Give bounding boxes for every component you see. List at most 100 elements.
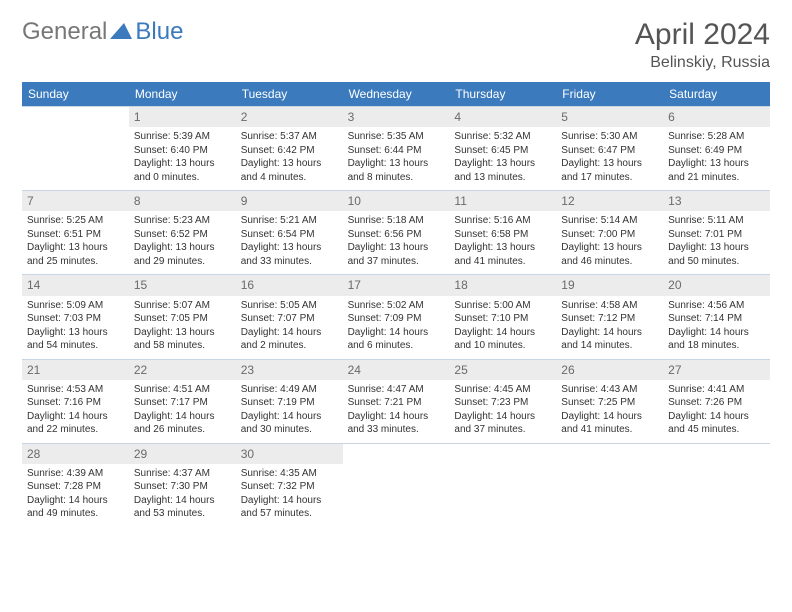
daylight-text: Daylight: 13 hours [561,157,658,171]
sunrise-text: Sunrise: 5:00 AM [454,299,551,313]
daylight-text: Daylight: 13 hours [27,241,124,255]
sunset-text: Sunset: 7:09 PM [348,312,445,326]
sunset-text: Sunset: 7:26 PM [668,396,765,410]
calendar-cell: 10Sunrise: 5:18 AMSunset: 6:56 PMDayligh… [343,190,450,274]
sunrise-text: Sunrise: 4:39 AM [27,467,124,481]
sunset-text: Sunset: 7:21 PM [348,396,445,410]
calendar-cell: 14 Sunrise: 5:09 AMSunset: 7:03 PMDayligh… [22,274,129,358]
triangle-icon [110,21,132,44]
calendar-cell: 15Sunrise: 5:07 AMSunset: 7:05 PMDayligh… [129,274,236,358]
sunrise-text: Sunrise: 4:49 AM [241,383,338,397]
daylight-text: and 33 minutes. [348,423,445,437]
sunrise-text: Sunrise: 5:21 AM [241,214,338,228]
daylight-text: and 46 minutes. [561,255,658,269]
calendar-cell: 27Sunrise: 4:41 AMSunset: 7:26 PMDayligh… [663,359,770,443]
daylight-text: and 37 minutes. [454,423,551,437]
daylight-text: Daylight: 13 hours [241,241,338,255]
calendar-cell-empty [556,443,663,527]
calendar-cell: 18Sunrise: 5:00 AMSunset: 7:10 PMDayligh… [449,274,556,358]
day-number: 7 [22,191,129,211]
day-number: 9 [236,191,343,211]
daylight-text: and 2 minutes. [241,339,338,353]
calendar-cell: 23Sunrise: 4:49 AMSunset: 7:19 PMDayligh… [236,359,343,443]
daylight-text: Daylight: 13 hours [27,326,124,340]
daylight-text: and 29 minutes. [134,255,231,269]
sunset-text: Sunset: 6:51 PM [27,228,124,242]
weekday-header: Friday [556,82,663,106]
daylight-text: and 53 minutes. [134,507,231,521]
day-number: 8 [129,191,236,211]
sunset-text: Sunset: 7:23 PM [454,396,551,410]
daylight-text: Daylight: 13 hours [668,241,765,255]
sunrise-text: Sunrise: 5:35 AM [348,130,445,144]
daylight-text: Daylight: 14 hours [561,326,658,340]
daylight-text: Daylight: 13 hours [348,157,445,171]
calendar-cell: 22Sunrise: 4:51 AMSunset: 7:17 PMDayligh… [129,359,236,443]
daylight-text: Daylight: 13 hours [134,241,231,255]
daylight-text: Daylight: 13 hours [561,241,658,255]
daylight-text: Daylight: 14 hours [454,410,551,424]
brand-logo: General Blue [22,18,183,46]
daylight-text: and 26 minutes. [134,423,231,437]
daylight-text: Daylight: 14 hours [27,410,124,424]
day-number: 5 [556,107,663,127]
day-number: 19 [556,275,663,295]
day-number: 12 [556,191,663,211]
daylight-text: and 14 minutes. [561,339,658,353]
sunset-text: Sunset: 7:00 PM [561,228,658,242]
sunset-text: Sunset: 6:54 PM [241,228,338,242]
calendar-cell: 5Sunrise: 5:30 AMSunset: 6:47 PMDaylight… [556,106,663,190]
daylight-text: Daylight: 14 hours [348,410,445,424]
sunset-text: Sunset: 7:30 PM [134,480,231,494]
daylight-text: and 8 minutes. [348,171,445,185]
calendar-cell-empty [449,443,556,527]
sunset-text: Sunset: 6:56 PM [348,228,445,242]
sunset-text: Sunset: 7:32 PM [241,480,338,494]
sunrise-text: Sunrise: 5:09 AM [27,299,124,313]
daylight-text: Daylight: 13 hours [348,241,445,255]
sunrise-text: Sunrise: 4:51 AM [134,383,231,397]
daylight-text: and 58 minutes. [134,339,231,353]
calendar-cell: 13Sunrise: 5:11 AMSunset: 7:01 PMDayligh… [663,190,770,274]
day-number: 29 [129,444,236,464]
day-number: 14 [22,275,129,295]
daylight-text: Daylight: 14 hours [27,494,124,508]
sunrise-text: Sunrise: 4:56 AM [668,299,765,313]
location: Belinskiy, Russia [635,54,770,72]
day-number: 20 [663,275,770,295]
sunrise-text: Sunrise: 5:05 AM [241,299,338,313]
sunset-text: Sunset: 6:47 PM [561,144,658,158]
weekday-header: Saturday [663,82,770,106]
sunrise-text: Sunrise: 5:14 AM [561,214,658,228]
daylight-text: Daylight: 14 hours [348,326,445,340]
daylight-text: and 30 minutes. [241,423,338,437]
daylight-text: Daylight: 14 hours [241,410,338,424]
weekday-header: Wednesday [343,82,450,106]
calendar-cell: 30Sunrise: 4:35 AMSunset: 7:32 PMDayligh… [236,443,343,527]
day-number: 3 [343,107,450,127]
day-number: 27 [663,360,770,380]
day-number: 17 [343,275,450,295]
calendar-cell-empty [343,443,450,527]
month-title: April 2024 [635,18,770,52]
sunrise-text: Sunrise: 5:23 AM [134,214,231,228]
daylight-text: Daylight: 14 hours [241,494,338,508]
weekday-header: Thursday [449,82,556,106]
page-header: General Blue April 2024 Belinskiy, Russi… [22,18,770,72]
sunrise-text: Sunrise: 5:18 AM [348,214,445,228]
title-block: April 2024 Belinskiy, Russia [635,18,770,72]
calendar-cell: 12 Sunrise: 5:14 AMSunset: 7:00 PMDayligh… [556,190,663,274]
daylight-text: and 10 minutes. [454,339,551,353]
sunset-text: Sunset: 7:03 PM [27,312,124,326]
weekday-header: Tuesday [236,82,343,106]
sunrise-text: Sunrise: 5:07 AM [134,299,231,313]
sunset-text: Sunset: 6:42 PM [241,144,338,158]
sunrise-text: Sunrise: 4:45 AM [454,383,551,397]
day-number: 16 [236,275,343,295]
daylight-text: and 41 minutes. [561,423,658,437]
sunrise-text: Sunrise: 5:02 AM [348,299,445,313]
daylight-text: Daylight: 13 hours [134,157,231,171]
daylight-text: and 41 minutes. [454,255,551,269]
day-number: 6 [663,107,770,127]
sunset-text: Sunset: 6:40 PM [134,144,231,158]
